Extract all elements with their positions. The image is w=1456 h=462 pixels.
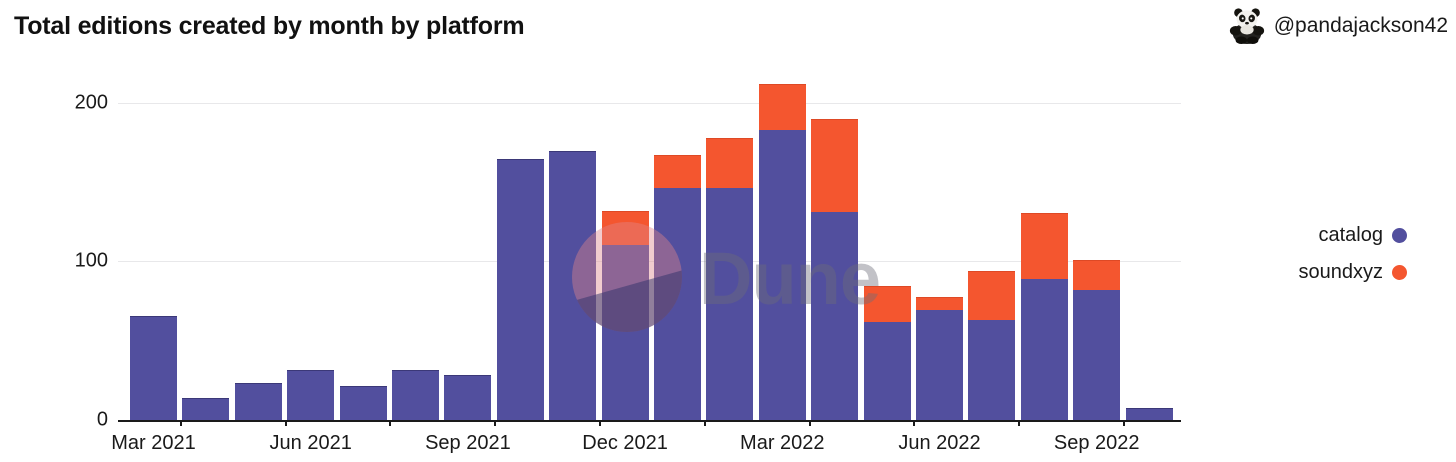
panda-avatar-icon	[1229, 8, 1264, 45]
bar-segment-catalog-Dec-2021[interactable]	[601, 244, 649, 420]
x-axis-tick	[494, 422, 497, 426]
user-handle: @pandajackson42	[1273, 14, 1448, 37]
x-axis-tick	[389, 422, 392, 426]
bar-segment-catalog-Mar-2022[interactable]	[758, 128, 806, 420]
x-axis-tick-label: Dec 2021	[582, 432, 668, 454]
bar-segment-soundxyz-Feb-2022[interactable]	[706, 138, 754, 189]
x-axis-tick-label: Mar 2021	[111, 432, 196, 454]
bar-segment-catalog-Apr-2021[interactable]	[182, 398, 230, 420]
legend-item-catalog[interactable]: catalog	[1318, 224, 1407, 247]
bar-segment-soundxyz-Jul-2022[interactable]	[968, 271, 1016, 320]
legend-label: catalog	[1318, 224, 1384, 246]
legend-dot-soundxyz	[1392, 265, 1407, 280]
legend-item-soundxyz[interactable]: soundxyz	[1298, 261, 1407, 284]
x-axis-tick	[703, 422, 706, 426]
bar-segment-catalog-Mar-2021[interactable]	[130, 315, 177, 420]
chart-title: Total editions created by month by platf…	[14, 12, 525, 40]
x-axis-line	[118, 420, 1181, 422]
gridline-y-100	[118, 261, 1181, 263]
bar-segment-soundxyz-May-2022[interactable]	[863, 285, 911, 322]
bar-segment-catalog-Aug-2022[interactable]	[1020, 277, 1068, 420]
bar-segment-soundxyz-Apr-2022[interactable]	[811, 118, 859, 213]
bar-segment-catalog-May-2021[interactable]	[234, 382, 282, 420]
bar-segment-catalog-Feb-2022[interactable]	[706, 187, 754, 420]
x-axis-tick	[913, 422, 916, 426]
x-axis-tick-label: Sep 2021	[425, 432, 511, 454]
x-axis-tick	[179, 422, 182, 426]
bar-segment-catalog-Jun-2021[interactable]	[287, 369, 335, 420]
x-axis-tick-label: Jun 2022	[898, 432, 981, 454]
bar-segment-soundxyz-Aug-2022[interactable]	[1020, 212, 1068, 279]
bar-segment-catalog-Oct-2021[interactable]	[496, 158, 544, 420]
bar-segment-catalog-Jun-2022[interactable]	[916, 309, 963, 420]
bar-segment-catalog-Apr-2022[interactable]	[811, 211, 859, 420]
x-axis-tick-label: Sep 2022	[1053, 432, 1140, 454]
bar-segment-soundxyz-Dec-2021[interactable]	[601, 211, 649, 246]
legend-dot-catalog	[1392, 228, 1407, 243]
y-axis-tick-label: 200	[74, 91, 108, 113]
x-axis-tick	[284, 422, 287, 426]
bar-segment-soundxyz-Jan-2022[interactable]	[654, 155, 701, 189]
bar-segment-soundxyz-Sep-2022[interactable]	[1073, 260, 1121, 290]
x-axis-tick	[808, 422, 811, 426]
y-axis-tick-label: 0	[96, 408, 108, 431]
x-axis-tick-label: Jun 2021	[269, 432, 352, 454]
bar-segment-catalog-Sep-2021[interactable]	[444, 374, 492, 420]
bar-segment-catalog-May-2022[interactable]	[863, 320, 911, 420]
bar-segment-catalog-Jan-2022[interactable]	[654, 187, 701, 420]
user-badge[interactable]: @pandajackson42	[1228, 6, 1448, 46]
bar-segment-soundxyz-Jun-2022[interactable]	[916, 296, 963, 311]
bar-segment-catalog-Oct-2022[interactable]	[1125, 407, 1173, 420]
bar-segment-catalog-Jul-2022[interactable]	[968, 319, 1016, 420]
bar-segment-catalog-Jul-2021[interactable]	[339, 385, 387, 420]
legend-label: soundxyz	[1298, 261, 1384, 283]
y-axis-tick-label: 100	[74, 249, 108, 272]
bar-segment-catalog-Aug-2021[interactable]	[392, 369, 439, 420]
x-axis-tick	[1018, 422, 1021, 426]
x-axis-tick	[1122, 422, 1125, 426]
x-axis-tick	[598, 422, 601, 426]
bar-segment-catalog-Sep-2022[interactable]	[1073, 288, 1121, 420]
bar-segment-catalog-Nov-2021[interactable]	[549, 150, 597, 420]
gridline-y-200	[118, 102, 1181, 104]
x-axis-tick-label: Mar 2022	[740, 432, 825, 454]
bar-segment-soundxyz-Mar-2022[interactable]	[758, 84, 806, 130]
